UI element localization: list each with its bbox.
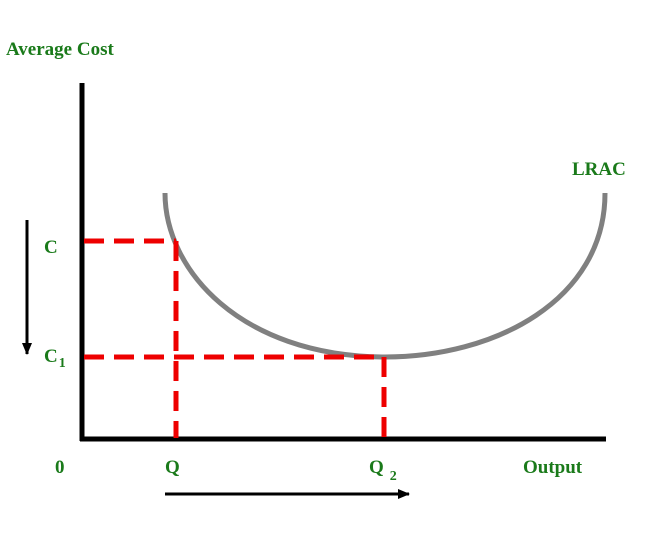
lrac-curve xyxy=(162,192,608,360)
cost-c1-label: C1 xyxy=(44,346,66,371)
cost-c1-subscript: 1 xyxy=(59,356,66,371)
output-q2-subscript: 2 xyxy=(390,469,397,484)
curve-label: LRAC xyxy=(572,159,626,180)
output-q-label: Q xyxy=(165,457,180,478)
x-axis-label: Output xyxy=(523,457,583,478)
output-q2-base: Q xyxy=(369,457,384,478)
cost-c1-base: C xyxy=(44,346,58,367)
cost-c-label: C xyxy=(44,237,58,258)
origin-label: 0 xyxy=(55,457,65,478)
y-axis-label: Average Cost xyxy=(6,39,114,60)
